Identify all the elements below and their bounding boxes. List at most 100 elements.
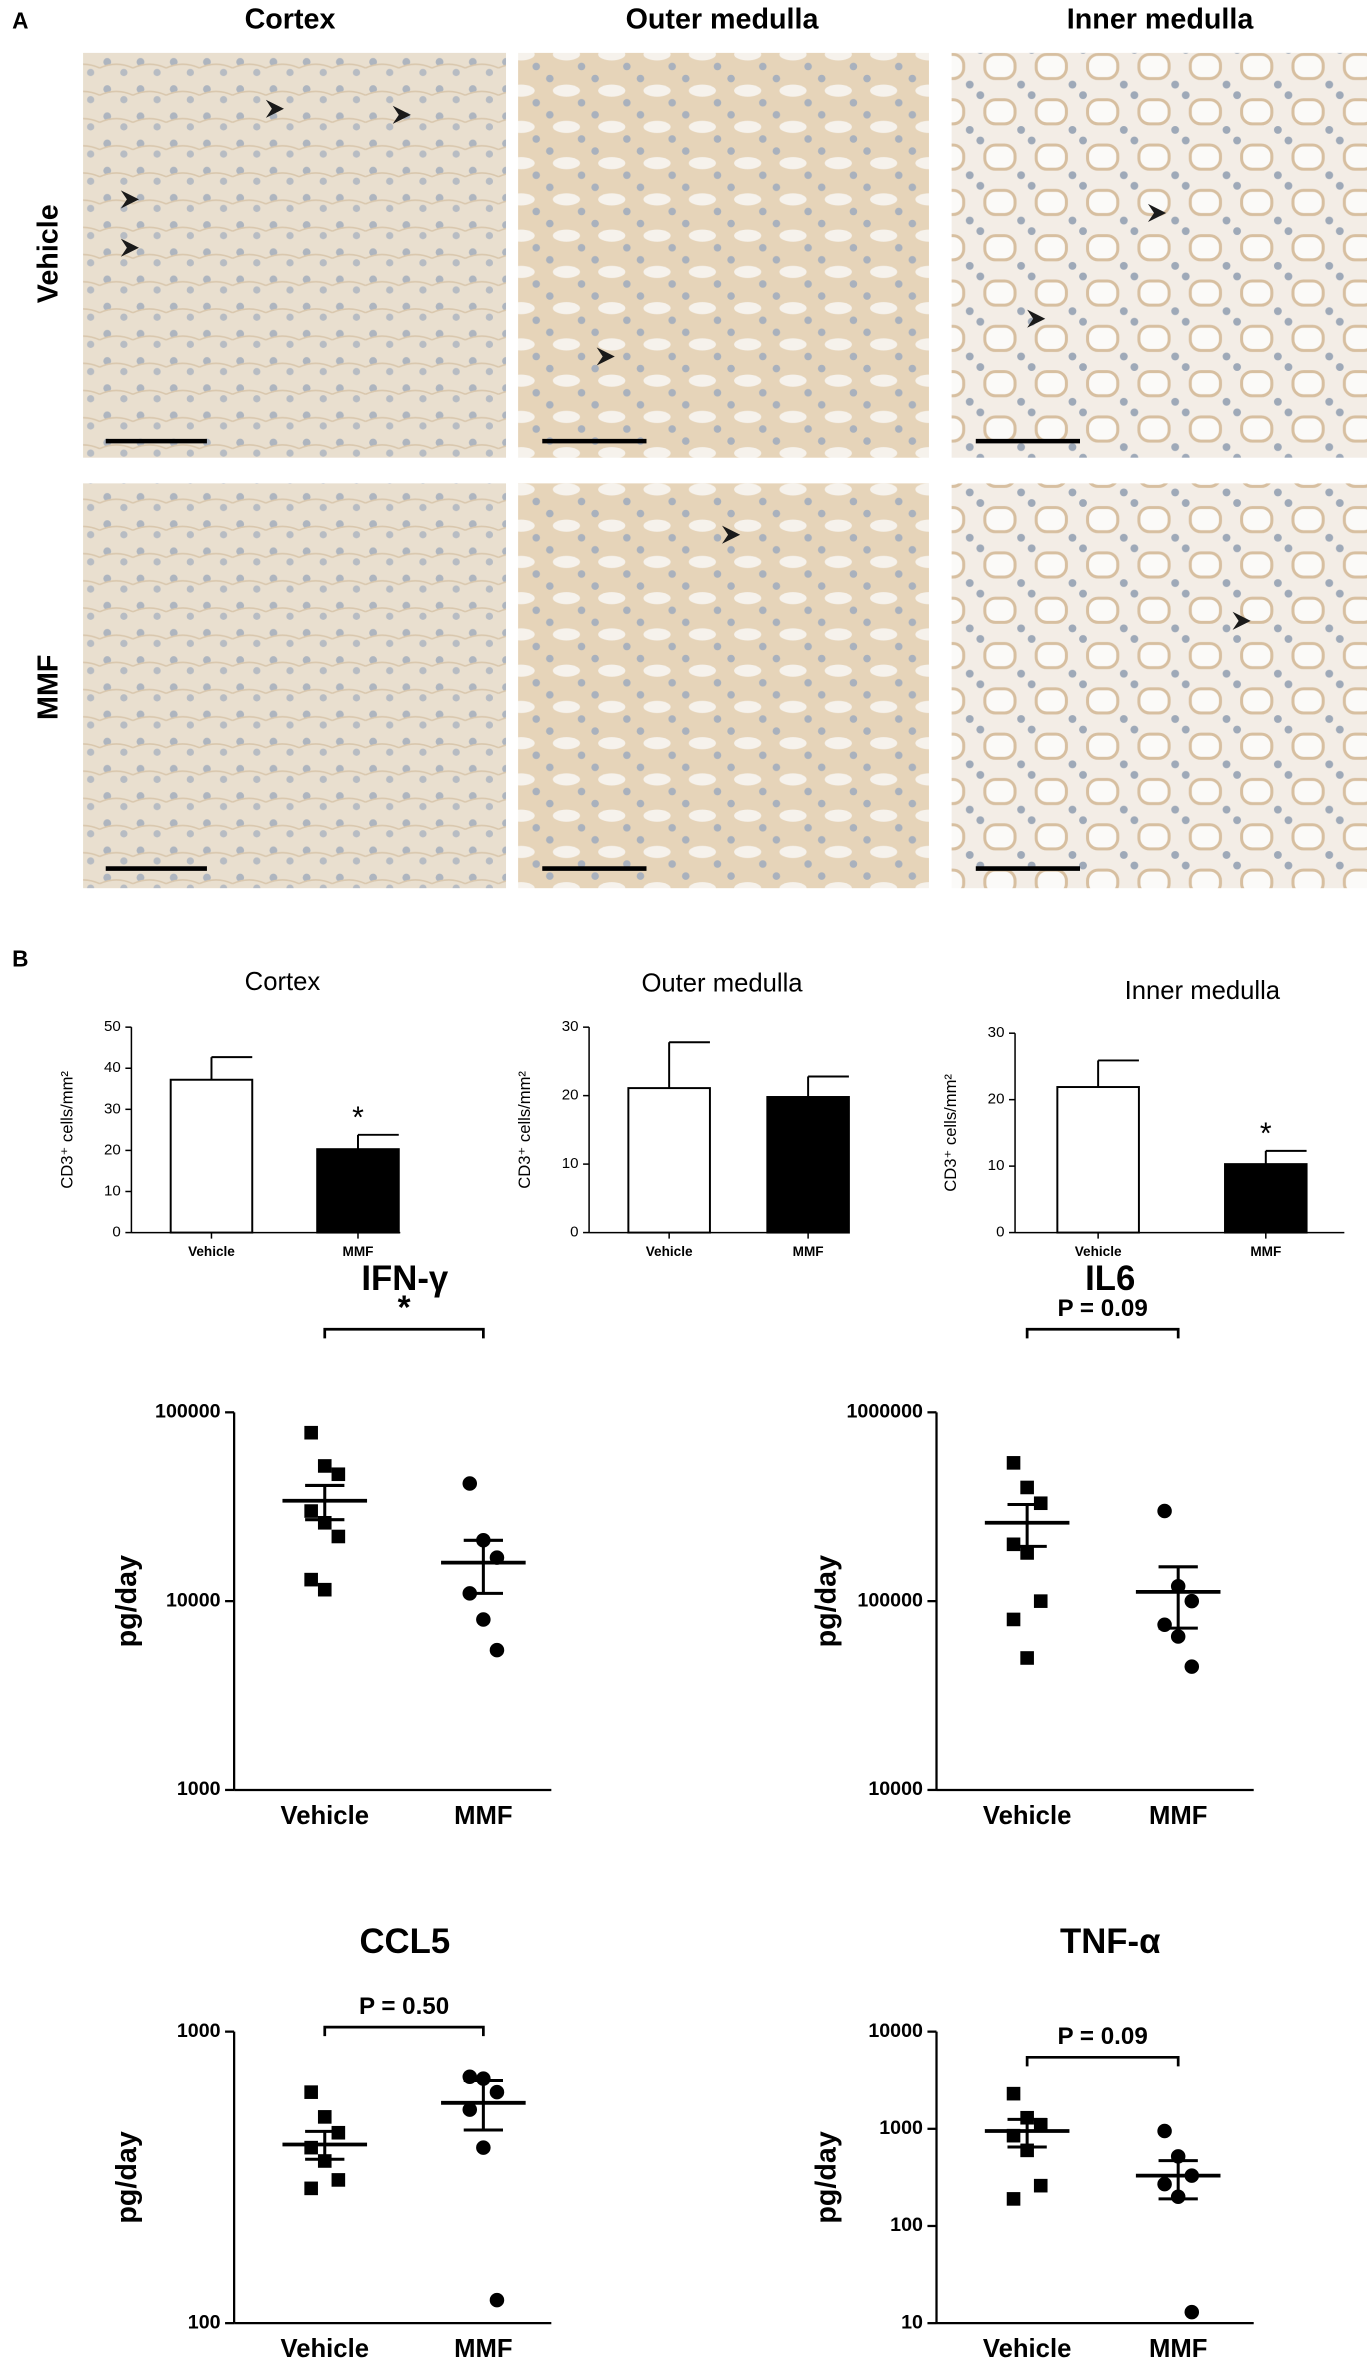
y-axis-label: pg/day bbox=[810, 2131, 842, 2223]
y-tick-label: 20 bbox=[562, 1087, 579, 1104]
data-point bbox=[1020, 1480, 1034, 1495]
data-point bbox=[476, 2071, 491, 2086]
scale-bars bbox=[105, 438, 1081, 871]
row-header: Vehicle bbox=[32, 204, 64, 303]
data-point bbox=[304, 1425, 318, 1440]
significance: * bbox=[1260, 1118, 1272, 1151]
y-axis-label: pg/day bbox=[111, 2131, 143, 2223]
x-tick-label: MMF bbox=[343, 1244, 374, 1259]
data-point bbox=[304, 2181, 318, 2196]
data-point bbox=[462, 1476, 478, 1491]
comparison-bracket bbox=[323, 2025, 485, 2037]
micrograph bbox=[951, 52, 1367, 458]
x-tick-label: Vehicle bbox=[983, 1802, 1071, 1830]
data-point bbox=[489, 2084, 505, 2100]
data-point bbox=[1184, 1593, 1200, 1609]
data-point bbox=[476, 1612, 491, 1627]
data-point bbox=[476, 2140, 491, 2155]
bar bbox=[316, 1148, 400, 1234]
y-axis-label: CD3⁺ cells/mm² bbox=[515, 1071, 534, 1189]
y-tick-label: 10 bbox=[988, 1157, 1005, 1174]
data-point bbox=[1006, 2086, 1021, 2101]
y-axis-label: CD3⁺ cells/mm² bbox=[57, 1071, 76, 1189]
chart-title: IL6 bbox=[1085, 1260, 1135, 1298]
comparison-bracket bbox=[1025, 2055, 1180, 2067]
chart-title: Inner medulla bbox=[1125, 977, 1281, 1005]
comparison-label: P = 0.09 bbox=[1058, 1295, 1148, 1322]
y-axis-label: pg/day bbox=[111, 1555, 143, 1647]
micrograph bbox=[83, 483, 507, 889]
y-tick-label: 30 bbox=[562, 1018, 579, 1035]
chart-title: Outer medulla bbox=[641, 970, 803, 998]
chart-title: IFN-γ bbox=[361, 1260, 449, 1298]
data-point bbox=[462, 2102, 478, 2117]
comparison-label: P = 0.09 bbox=[1058, 2023, 1148, 2050]
x-tick-label: MMF bbox=[793, 1244, 824, 1259]
y-tick-label: 100 bbox=[188, 2311, 221, 2333]
data-point bbox=[304, 1504, 318, 1518]
chart-title: CCL5 bbox=[359, 1923, 450, 1961]
row-header: MMF bbox=[32, 655, 64, 720]
x-tick-label: Vehicle bbox=[1075, 1244, 1122, 1259]
column-header: Inner medulla bbox=[1067, 4, 1255, 36]
panel-label: B bbox=[12, 946, 28, 972]
y-tick-label: 20 bbox=[104, 1141, 121, 1158]
y-tick-label: 10000 bbox=[868, 1778, 923, 1800]
micrograph bbox=[518, 52, 929, 458]
y-tick-label: 100000 bbox=[857, 1589, 923, 1611]
bar bbox=[1056, 1086, 1140, 1234]
y-tick-label: 10 bbox=[901, 2311, 923, 2333]
data-point bbox=[1157, 2123, 1172, 2139]
data-point bbox=[317, 2154, 332, 2168]
data-point bbox=[489, 2292, 505, 2308]
y-tick-label: 30 bbox=[988, 1024, 1005, 1041]
x-tick-label: Vehicle bbox=[646, 1244, 693, 1259]
data-point bbox=[1033, 2178, 1048, 2193]
chart-title: TNF-α bbox=[1060, 1923, 1160, 1961]
y-tick-label: 100000 bbox=[155, 1401, 221, 1423]
y-tick-label: 10000 bbox=[166, 1589, 221, 1611]
micrograph bbox=[951, 483, 1367, 889]
x-tick-label: MMF bbox=[454, 1802, 512, 1830]
chart-title: Cortex bbox=[245, 968, 321, 996]
data-point bbox=[1033, 2117, 1048, 2132]
x-tick-label: MMF bbox=[1149, 2335, 1207, 2363]
x-tick-label: Vehicle bbox=[281, 1802, 369, 1830]
data-point bbox=[317, 1459, 332, 1473]
data-point bbox=[489, 1642, 505, 1658]
y-tick-label: 50 bbox=[104, 1018, 121, 1035]
data-point bbox=[1006, 1612, 1021, 1627]
y-axis-label: pg/day bbox=[810, 1555, 842, 1647]
x-tick-label: Vehicle bbox=[983, 2335, 1071, 2363]
x-tick-label: MMF bbox=[1250, 1244, 1281, 1259]
y-tick-label: 1000000 bbox=[847, 1401, 923, 1423]
data-point bbox=[1184, 1659, 1200, 1674]
y-tick-label: 1000 bbox=[177, 1778, 221, 1800]
data-point bbox=[1157, 2176, 1172, 2192]
data-point bbox=[1033, 1594, 1048, 1608]
significance: * bbox=[352, 1102, 364, 1135]
data-point bbox=[1020, 2110, 1034, 2125]
micrograph bbox=[83, 52, 507, 458]
data-point bbox=[317, 2110, 332, 2124]
x-tick-label: Vehicle bbox=[281, 2335, 369, 2363]
data-point bbox=[317, 1582, 332, 1597]
data-point bbox=[1170, 1629, 1186, 1644]
y-tick-label: 1000 bbox=[177, 2020, 221, 2042]
x-tick-label: MMF bbox=[1149, 1802, 1207, 1830]
micrographs bbox=[83, 52, 1367, 889]
arrowheads bbox=[120, 99, 1251, 630]
comparison-label: * bbox=[398, 1289, 411, 1326]
data-point bbox=[1006, 2192, 1021, 2206]
bar bbox=[627, 1087, 711, 1234]
x-tick-label: MMF bbox=[454, 2335, 512, 2363]
data-point bbox=[331, 1467, 346, 1482]
data-point bbox=[1020, 1651, 1034, 1665]
column-header: Cortex bbox=[245, 4, 336, 36]
y-tick-label: 30 bbox=[104, 1100, 121, 1117]
data-point bbox=[331, 2173, 346, 2187]
data-point bbox=[1006, 1537, 1021, 1552]
data-point bbox=[304, 2085, 318, 2099]
